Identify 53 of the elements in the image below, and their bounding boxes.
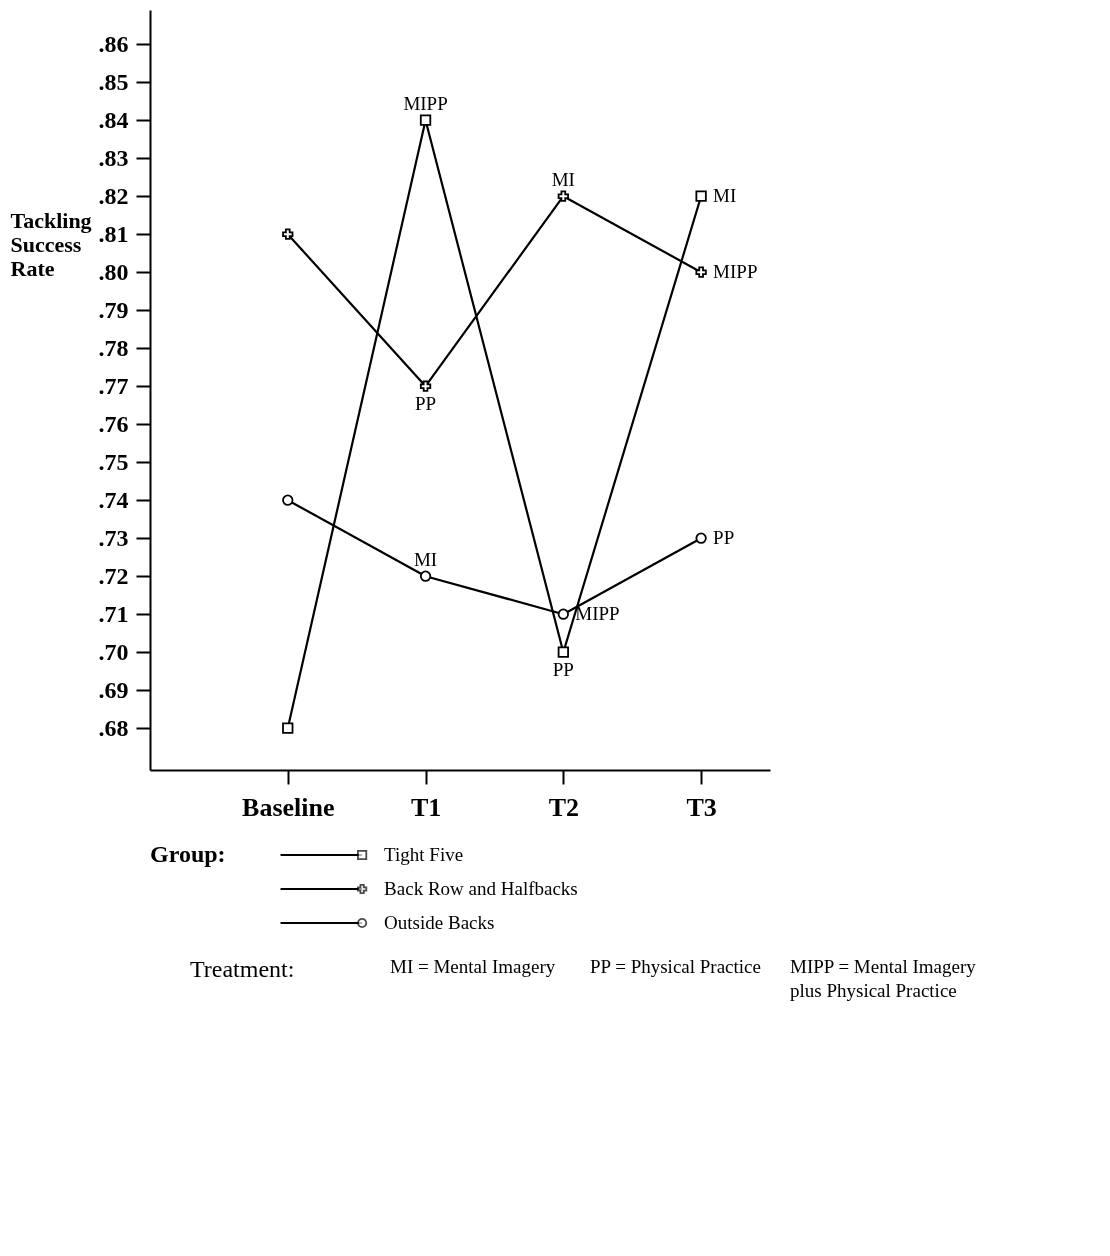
- y-tick-label: .81: [98, 220, 129, 247]
- legend-label: Outside Backs: [384, 912, 495, 933]
- point: [557, 190, 569, 202]
- y-tick-label: .82: [98, 182, 129, 209]
- y-tick-label: .77: [98, 372, 129, 399]
- annotation: MIPP: [713, 261, 758, 283]
- text: PP = Physical Practice: [590, 956, 761, 977]
- y-axis-title: Tackling Success Rate: [10, 207, 92, 281]
- point: [695, 532, 707, 544]
- legend-title: Group:: [150, 841, 226, 867]
- y-tick-label: .86: [98, 30, 129, 57]
- x-tick-label: T1: [410, 792, 442, 822]
- annotation: MIPP: [575, 603, 620, 625]
- text: MIPP = Mental Imagery plus Physical Practice: [790, 956, 977, 1001]
- y-tick-label: .84: [98, 106, 129, 133]
- point: [282, 494, 294, 506]
- point: [557, 608, 569, 620]
- y-tick-label: .68: [98, 714, 129, 741]
- y-tick-label: .72: [98, 562, 129, 589]
- y-tick-label: .78: [98, 334, 129, 361]
- annotation: MI: [413, 549, 438, 571]
- point: [419, 380, 432, 392]
- point: [282, 228, 294, 240]
- y-tick-label: .85: [98, 68, 129, 95]
- annotation: MI: [713, 185, 737, 207]
- point: [695, 190, 707, 202]
- text: MI = Mental Imagery: [390, 956, 556, 977]
- point: [419, 114, 432, 126]
- y-tick-label: .73: [98, 524, 129, 551]
- y-tick-label: .71: [98, 600, 129, 627]
- x-tick-label: Baseline: [242, 792, 335, 822]
- x-tick-label: T3: [686, 792, 717, 822]
- y-tick-label: .74: [98, 486, 129, 513]
- y-tick-label: .75: [98, 448, 129, 475]
- text: Treatment:: [190, 956, 295, 982]
- y-tick-label: .70: [98, 638, 129, 665]
- annotation: MI: [551, 169, 575, 191]
- legend-label: Back Row and Halfbacks: [384, 878, 578, 899]
- y-tick-label: .80: [98, 258, 129, 285]
- point: [282, 722, 294, 734]
- annotation: PP: [552, 659, 574, 681]
- y-tick-label: .83: [98, 144, 129, 171]
- annotation: MIPP: [403, 93, 448, 115]
- point: [557, 646, 569, 658]
- annotation: PP: [713, 527, 735, 549]
- annotation: PP: [414, 393, 437, 415]
- y-tick-label: .69: [98, 676, 129, 703]
- x-tick-label: T2: [548, 792, 580, 822]
- legend-label: Tight Five: [384, 844, 464, 865]
- y-tick-label: .76: [98, 410, 129, 437]
- point: [695, 266, 707, 278]
- point: [419, 570, 432, 582]
- y-tick-label: .79: [98, 296, 129, 323]
